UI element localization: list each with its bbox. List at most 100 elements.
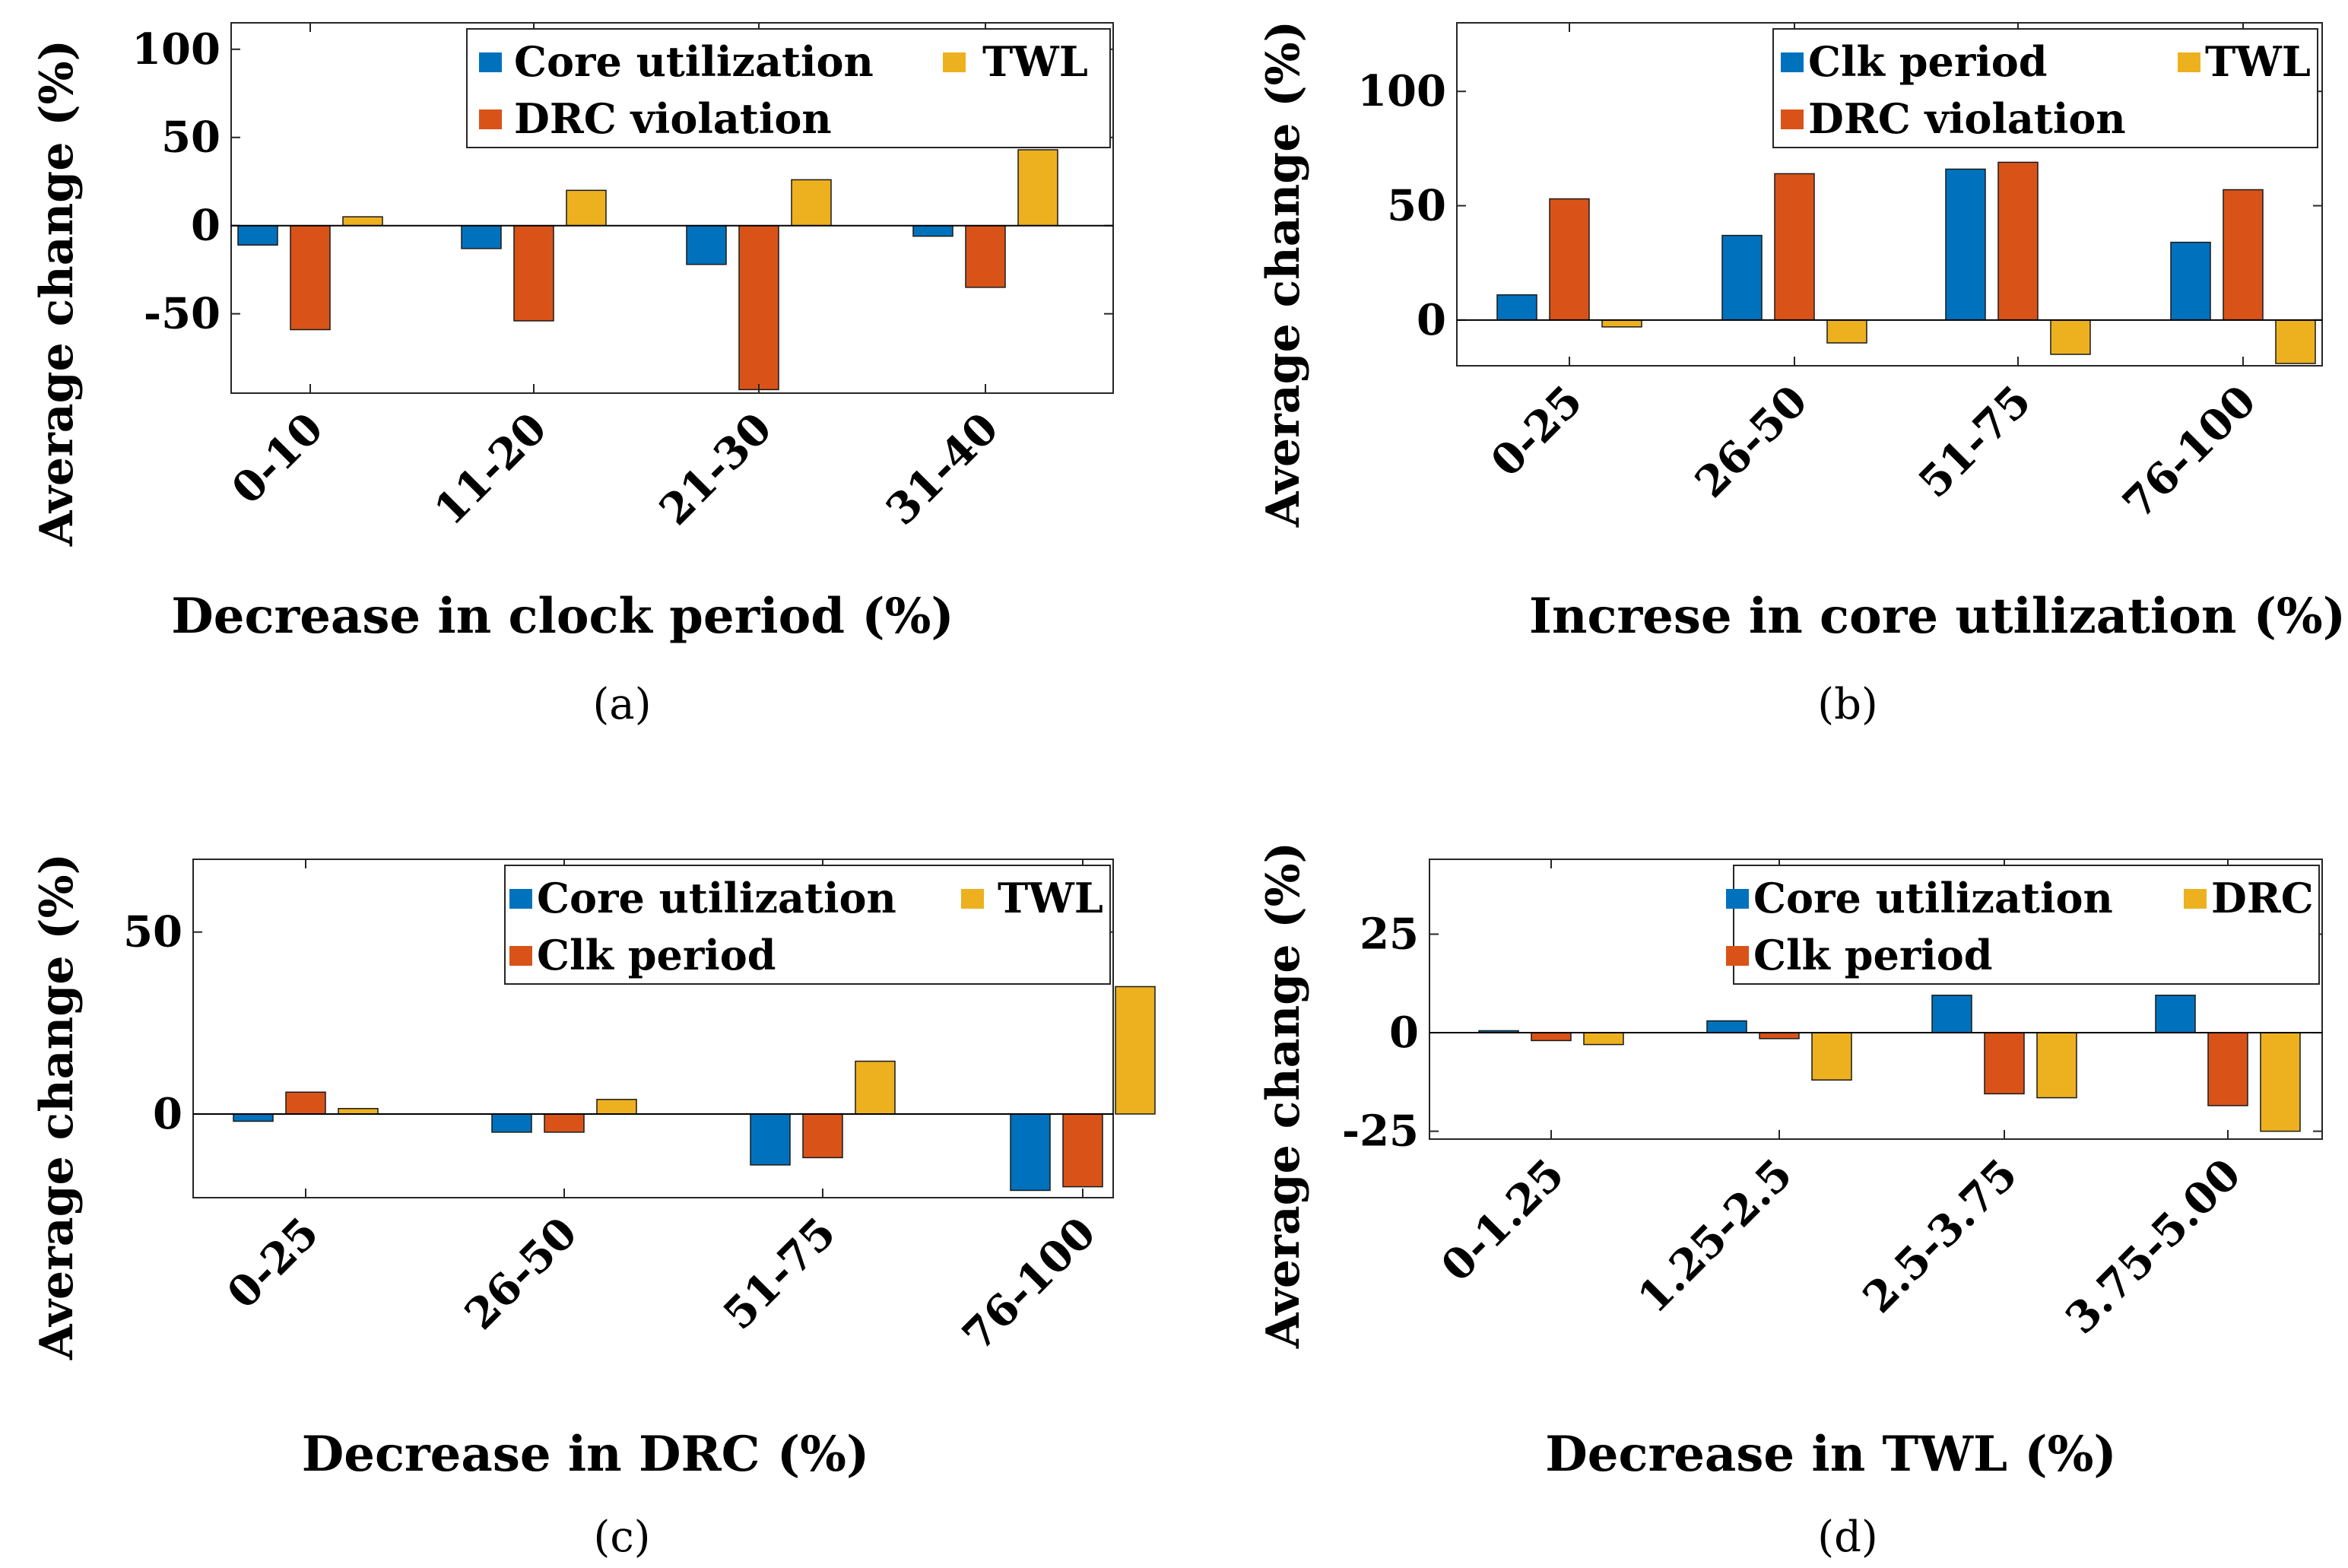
bar-drc-0-1.25 <box>1583 1032 1624 1046</box>
bar-drc-2.5-3.75 <box>2036 1032 2077 1099</box>
legend-swatch-core-utilization <box>479 52 502 72</box>
legend-box <box>1733 865 2320 985</box>
bar-twl-0-25 <box>1601 319 1642 328</box>
legend-label: DRC violation <box>514 94 832 143</box>
bar-drc-violation-76-100 <box>2223 189 2264 321</box>
legend-swatch-core-utilization <box>1726 889 1749 909</box>
xtick-label: 11-20 <box>425 403 557 535</box>
bar-clk-period-76-100 <box>1062 1113 1103 1188</box>
bar-core-utilization-2.5-3.75 <box>1931 995 1972 1033</box>
legend-label: DRC <box>2211 874 2314 922</box>
bars-b <box>1496 161 2316 364</box>
legend-d: Core utilization DRC Clk period <box>1726 865 2320 985</box>
legend-label: Core utilization <box>1753 874 2113 922</box>
xtick-label: 0-1.25 <box>1432 1149 1574 1291</box>
bar-drc-violation-0-10 <box>290 224 331 331</box>
legend-b: Clk period TWL DRC violation <box>1772 28 2318 148</box>
ytick-label: 50 <box>123 907 182 957</box>
bar-twl-76-100 <box>1115 986 1156 1115</box>
bar-drc-violation-11-20 <box>513 224 554 322</box>
panel-b: 100 50 0 0-25 26-50 51-75 76-100 Average… <box>1257 21 2346 729</box>
xtick-label: 26-50 <box>455 1208 587 1339</box>
xtick-label: 51-75 <box>714 1208 846 1339</box>
bar-drc-violation-26-50 <box>1774 173 1815 321</box>
bar-core-utilization-21-30 <box>686 224 727 265</box>
xtick-label: 21-30 <box>650 403 782 535</box>
xtick-label: 0-25 <box>1481 376 1592 487</box>
bar-drc-3.75-5.00 <box>2260 1032 2301 1132</box>
xtick-label: 0-25 <box>217 1208 328 1319</box>
panel-caption: (b) <box>1817 680 1878 729</box>
y-axis-title: Average change (%) <box>30 40 84 547</box>
xtick-label: 1.25-2.5 <box>1628 1149 1801 1322</box>
legend-swatch-twl <box>961 889 984 909</box>
bar-drc-violation-31-40 <box>965 224 1006 288</box>
bar-clk-period-51-75 <box>1945 168 1986 321</box>
bar-drc-violation-51-75 <box>1997 161 2039 321</box>
bar-core-utilization-11-20 <box>461 224 502 249</box>
xtick-label: 2.5-3.75 <box>1853 1149 2026 1322</box>
legend-swatch-drc-violation <box>479 110 502 129</box>
bar-drc-1.25-2.5 <box>1811 1032 1852 1081</box>
legend-swatch-clk-period <box>1726 946 1749 966</box>
xtick-label: 31-40 <box>877 403 1008 535</box>
legend-box <box>504 865 1111 985</box>
ytick-label: 25 <box>1360 909 1419 959</box>
legend-label: Clk period <box>1753 931 1993 979</box>
panel-c: 50 0 0-25 26-50 51-75 76-100 Average cha… <box>30 853 1156 1562</box>
legend-swatch-clk-period <box>1781 52 1804 72</box>
bar-clk-period-26-50 <box>1721 234 1763 321</box>
ytick-label: 0 <box>153 1089 182 1139</box>
legend-label: DRC violation <box>1808 94 2126 143</box>
bar-twl-51-75 <box>855 1060 896 1115</box>
legend-swatch-clk-period <box>509 946 532 966</box>
panel-caption: (c) <box>593 1512 650 1562</box>
xtick-label: 76-100 <box>2113 376 2266 528</box>
y-axis-title: Average change (%) <box>1257 21 1310 528</box>
bar-core-utilization-0-10 <box>237 224 278 246</box>
y-axis-title: Average change (%) <box>1257 842 1310 1349</box>
legend-label: Clk period <box>537 931 776 979</box>
xtick-label: 51-75 <box>1909 376 2041 507</box>
legend-c: Core utilization TWL Clk period <box>504 865 1111 985</box>
legend-label: TWL <box>998 874 1103 922</box>
x-axis-title: Decrease in DRC (%) <box>302 1426 870 1483</box>
bar-twl-0-10 <box>342 216 383 227</box>
x-axis-title: Decrease in clock period (%) <box>171 588 953 645</box>
bar-clk-period-3.75-5.00 <box>2207 1032 2248 1106</box>
bar-clk-period-0-25 <box>1496 294 1537 321</box>
bar-core-utilization-51-75 <box>750 1113 791 1166</box>
legend-swatch-twl <box>2178 52 2200 72</box>
bar-core-utilization-31-40 <box>912 224 953 237</box>
panel-a: 100 50 0 -50 0-10 11-20 21-30 31-40 Aver… <box>30 22 1114 729</box>
ytick-label: 100 <box>1357 66 1446 116</box>
panel-caption: (d) <box>1817 1512 1878 1562</box>
ytick-label: -50 <box>144 289 221 339</box>
legend-label: TWL <box>982 37 1088 86</box>
bar-clk-period-0-1.25 <box>1531 1032 1572 1042</box>
legend-label: Clk period <box>1808 37 2048 86</box>
panel-caption: (a) <box>592 680 651 729</box>
legend-box <box>466 28 1111 148</box>
bar-twl-26-50 <box>1826 319 1867 344</box>
x-axis-title: Decrease in TWL (%) <box>1545 1426 2116 1483</box>
legend-label: Core utilization <box>537 874 896 922</box>
bar-core-utilization-1.25-2.5 <box>1706 1020 1747 1033</box>
bar-twl-26-50 <box>596 1099 637 1115</box>
bar-drc-violation-21-30 <box>738 224 779 391</box>
bar-clk-period-1.25-2.5 <box>1759 1032 1800 1040</box>
bar-clk-period-2.5-3.75 <box>1984 1032 2025 1095</box>
legend-swatch-drc-violation <box>1781 110 1804 129</box>
y-axis-title: Average change (%) <box>30 853 84 1360</box>
bar-core-utilization-0-25 <box>233 1113 274 1122</box>
bars-c <box>233 986 1156 1192</box>
bar-twl-31-40 <box>1017 149 1058 227</box>
ytick-label: 0 <box>1389 1008 1419 1058</box>
legend-label: TWL <box>2205 37 2311 86</box>
legend-box <box>1772 28 2318 148</box>
legend-swatch-core-utilization <box>509 889 532 909</box>
ytick-label: 50 <box>1387 181 1446 231</box>
bar-clk-period-26-50 <box>544 1113 585 1133</box>
ytick-label: 50 <box>161 113 221 163</box>
